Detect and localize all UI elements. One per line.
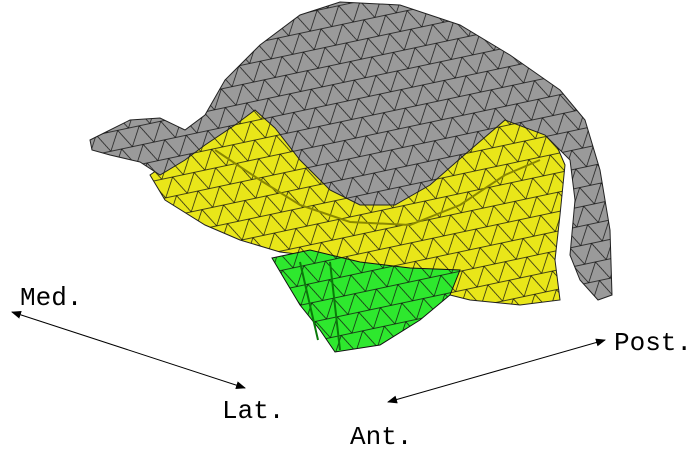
med-lat-arrow (12, 312, 245, 388)
ant-post-arrow (388, 340, 605, 402)
medial-label: Med. (20, 283, 82, 313)
lateral-label: Lat. (222, 396, 284, 426)
anterior-label: Ant. (350, 422, 412, 451)
posterior-label: Post. (614, 328, 692, 358)
figure: Med. Lat. Ant. Post. (0, 0, 692, 451)
